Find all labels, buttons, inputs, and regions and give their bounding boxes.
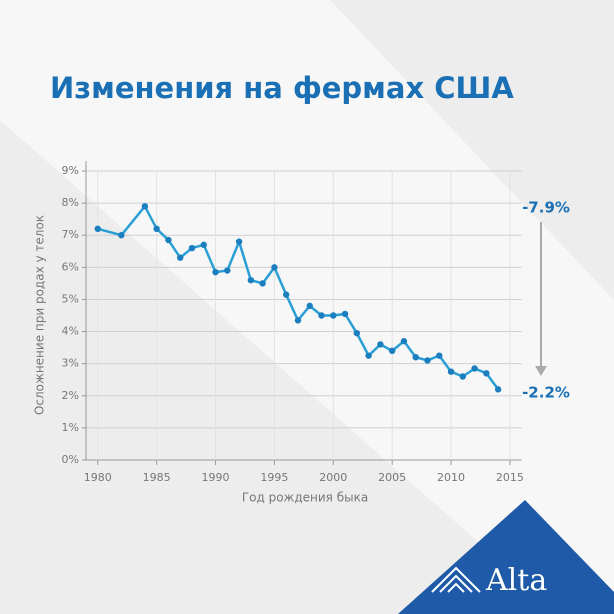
annotation: -2.2% [522, 384, 570, 402]
point [459, 373, 467, 380]
point [177, 254, 184, 261]
annotation: -7.9% [522, 199, 570, 217]
point [365, 352, 372, 359]
logo-icon [431, 566, 481, 593]
point [330, 312, 337, 319]
y-tick-label: 8% [62, 196, 79, 209]
x-tick-label: 1985 [143, 471, 171, 484]
x-tick-label: 2015 [496, 471, 524, 484]
point [377, 341, 384, 348]
point [447, 368, 455, 375]
point [436, 352, 443, 359]
point [235, 238, 243, 245]
point [282, 291, 290, 298]
chart-title: Изменения на фермах США [50, 71, 514, 105]
point [141, 203, 149, 210]
y-tick-label: 2% [62, 389, 79, 402]
y-tick-label: 1% [62, 421, 79, 434]
x-tick-label: 1980 [84, 471, 112, 484]
point [400, 337, 408, 345]
point [318, 312, 325, 319]
x-axis-label: Год рождения быка [242, 491, 368, 505]
x-tick-label: 2010 [437, 471, 465, 484]
point [471, 365, 478, 372]
point [247, 276, 255, 284]
point [200, 241, 207, 249]
y-axis-label: Осложнение при родах у телок [33, 215, 47, 415]
point [271, 264, 278, 271]
point [294, 317, 302, 324]
point [94, 225, 101, 232]
point [353, 329, 361, 337]
y-tick-label: 9% [62, 164, 79, 177]
point [412, 354, 419, 361]
logo-panel [398, 500, 614, 614]
point [341, 310, 349, 318]
arrow-head [535, 366, 547, 376]
y-tick-label: 5% [62, 292, 79, 305]
y-tick-label: 6% [62, 260, 79, 273]
x-tick-label: 1995 [260, 471, 288, 484]
y-tick-label: 3% [62, 357, 79, 370]
point [259, 280, 266, 287]
point [483, 370, 490, 377]
y-tick-label: 0% [62, 453, 79, 466]
x-tick-label: 1990 [202, 471, 230, 484]
point [165, 236, 172, 244]
point [188, 244, 196, 252]
point [306, 302, 313, 310]
point [153, 225, 160, 232]
x-tick-label: 2000 [319, 471, 347, 484]
y-tick-label: 7% [62, 228, 79, 241]
y-tick-label: 4% [62, 325, 79, 338]
logo-text: Alta [485, 563, 547, 598]
point [424, 357, 431, 364]
point [494, 386, 502, 393]
point [212, 268, 219, 276]
x-tick-label: 2005 [378, 471, 406, 484]
point [388, 347, 396, 355]
point [224, 267, 231, 274]
point [118, 232, 125, 239]
